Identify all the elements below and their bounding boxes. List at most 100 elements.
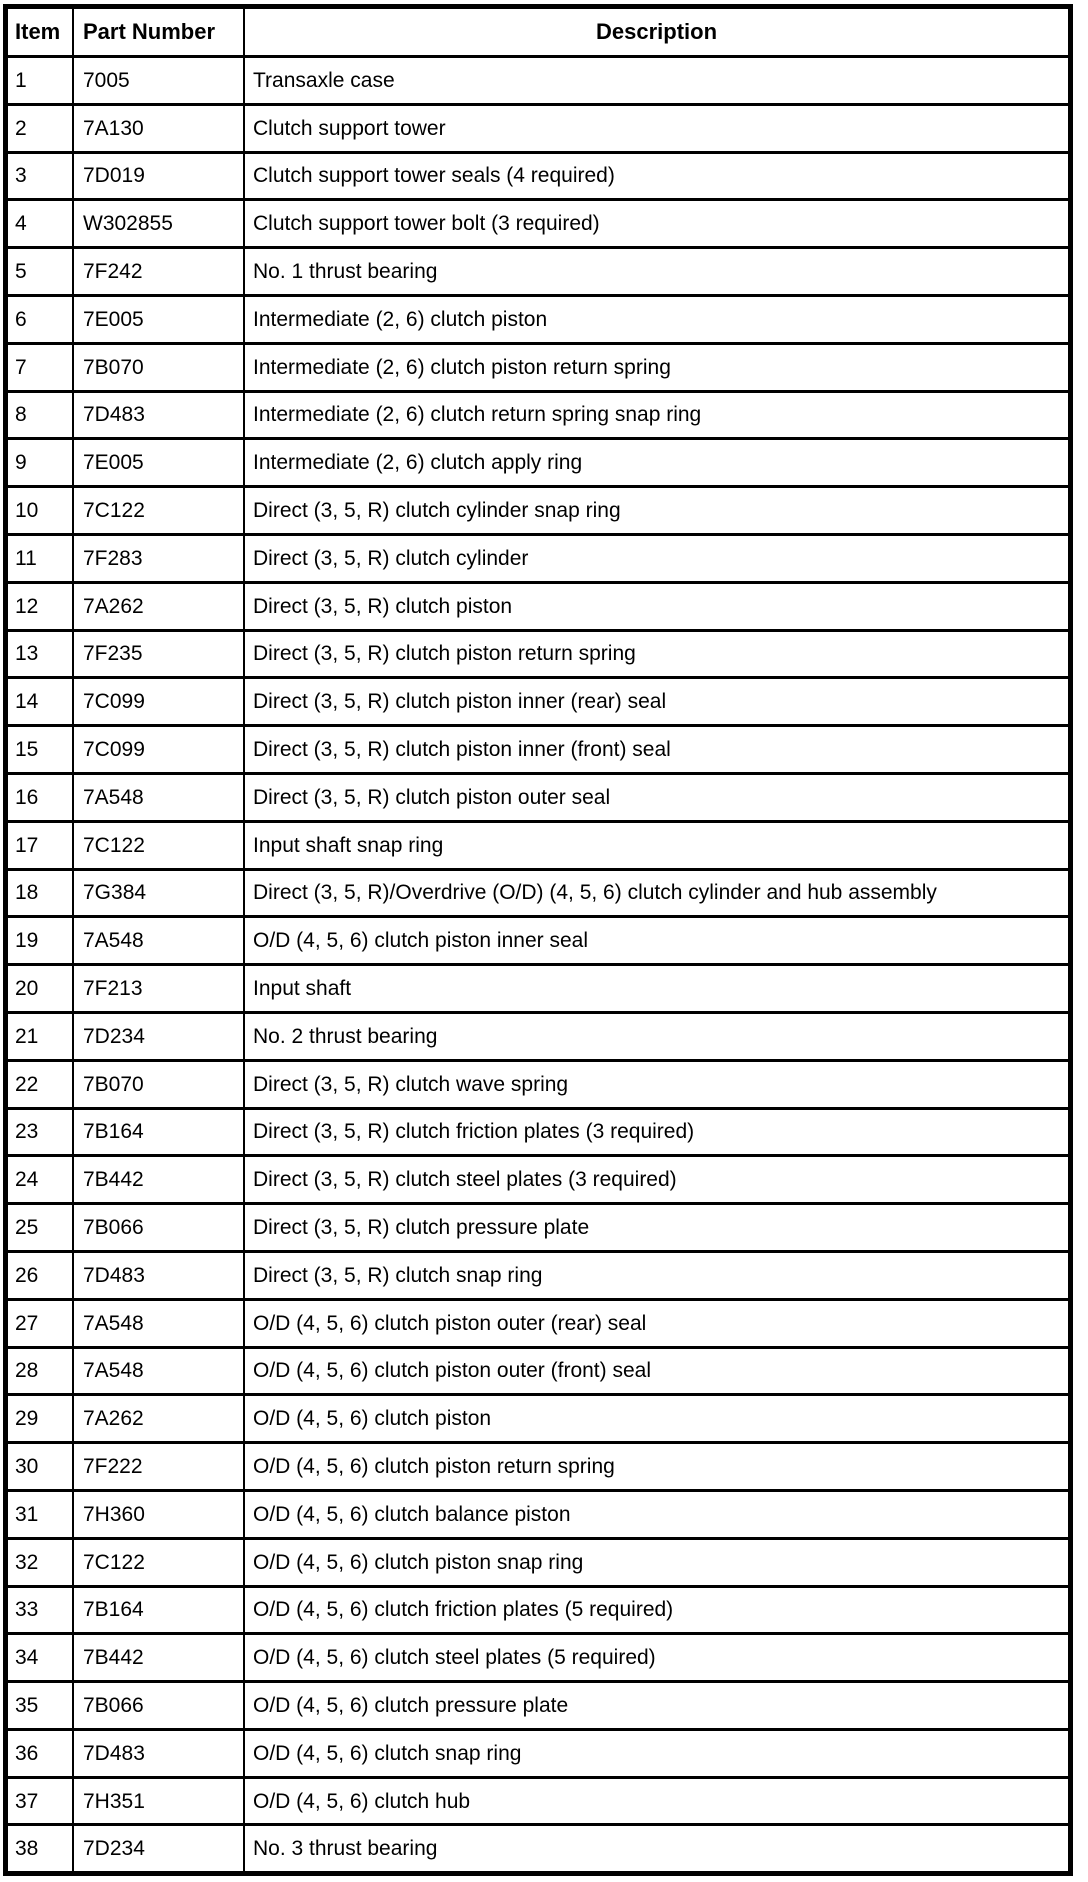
- part-number-cell: 7H351: [74, 1778, 245, 1824]
- table-row: 26 7D483 Direct (3, 5, R) clutch snap ri…: [8, 1252, 1068, 1301]
- description-cell: Direct (3, 5, R) clutch piston return sp…: [245, 631, 1068, 677]
- item-cell: 6: [8, 296, 74, 342]
- item-cell: 14: [8, 679, 74, 725]
- part-number-cell: 7B070: [74, 344, 245, 390]
- item-cell: 37: [8, 1778, 74, 1824]
- description-cell: O/D (4, 5, 6) clutch piston: [245, 1396, 1068, 1442]
- item-cell: 16: [8, 774, 74, 820]
- item-cell: 18: [8, 870, 74, 916]
- item-cell: 22: [8, 1061, 74, 1107]
- part-number-cell: 7F213: [74, 966, 245, 1011]
- description-cell: Transaxle case: [245, 58, 1068, 103]
- table-row: 36 7D483 O/D (4, 5, 6) clutch snap ring: [8, 1730, 1068, 1779]
- table-row: 35 7B066 O/D (4, 5, 6) clutch pressure p…: [8, 1683, 1068, 1731]
- item-cell: 9: [8, 440, 74, 486]
- part-number-cell: 7C122: [74, 1539, 245, 1585]
- description-cell: O/D (4, 5, 6) clutch piston inner seal: [245, 918, 1068, 964]
- item-cell: 17: [8, 822, 74, 868]
- item-cell: 24: [8, 1157, 74, 1203]
- part-number-cell: 7B442: [74, 1635, 245, 1681]
- table-row: 12 7A262 Direct (3, 5, R) clutch piston: [8, 583, 1068, 632]
- item-cell: 13: [8, 631, 74, 677]
- table-row: 25 7B066 Direct (3, 5, R) clutch pressur…: [8, 1205, 1068, 1253]
- description-cell: Clutch support tower: [245, 105, 1068, 151]
- description-cell: O/D (4, 5, 6) clutch piston outer (rear)…: [245, 1300, 1068, 1346]
- description-cell: Intermediate (2, 6) clutch piston return…: [245, 344, 1068, 390]
- part-number-cell: W302855: [74, 201, 245, 247]
- item-cell: 27: [8, 1300, 74, 1346]
- item-cell: 15: [8, 727, 74, 772]
- description-cell: Direct (3, 5, R) clutch piston inner (fr…: [245, 727, 1068, 772]
- item-cell: 30: [8, 1444, 74, 1489]
- part-number-cell: 7005: [74, 58, 245, 103]
- header-cell-part-number: Part Number: [74, 9, 245, 55]
- part-number-cell: 7D483: [74, 1252, 245, 1298]
- description-cell: Direct (3, 5, R) clutch piston outer sea…: [245, 774, 1068, 820]
- table-row: 8 7D483 Intermediate (2, 6) clutch retur…: [8, 392, 1068, 441]
- item-cell: 38: [8, 1826, 74, 1872]
- part-number-cell: 7C122: [74, 488, 245, 533]
- part-number-cell: 7A548: [74, 918, 245, 964]
- part-number-cell: 7F235: [74, 631, 245, 677]
- item-cell: 23: [8, 1109, 74, 1155]
- table-row: 1 7005 Transaxle case: [8, 58, 1068, 106]
- table-row: 21 7D234 No. 2 thrust bearing: [8, 1013, 1068, 1062]
- item-cell: 20: [8, 966, 74, 1011]
- item-cell: 5: [8, 249, 74, 294]
- description-cell: Direct (3, 5, R)/Overdrive (O/D) (4, 5, …: [245, 870, 1068, 916]
- part-number-cell: 7B066: [74, 1205, 245, 1250]
- description-cell: O/D (4, 5, 6) clutch friction plates (5 …: [245, 1587, 1068, 1633]
- table-row: 17 7C122 Input shaft snap ring: [8, 822, 1068, 871]
- description-cell: Intermediate (2, 6) clutch apply ring: [245, 440, 1068, 486]
- part-number-cell: 7G384: [74, 870, 245, 916]
- table-row: 20 7F213 Input shaft: [8, 966, 1068, 1014]
- part-number-cell: 7F283: [74, 535, 245, 581]
- description-cell: Direct (3, 5, R) clutch snap ring: [245, 1252, 1068, 1298]
- part-number-cell: 7B164: [74, 1587, 245, 1633]
- description-cell: No. 2 thrust bearing: [245, 1013, 1068, 1059]
- table-row: 14 7C099 Direct (3, 5, R) clutch piston …: [8, 679, 1068, 728]
- description-cell: O/D (4, 5, 6) clutch pressure plate: [245, 1683, 1068, 1728]
- table-row: 23 7B164 Direct (3, 5, R) clutch frictio…: [8, 1109, 1068, 1158]
- description-cell: Direct (3, 5, R) clutch steel plates (3 …: [245, 1157, 1068, 1203]
- item-cell: 1: [8, 58, 74, 103]
- table-row: 7 7B070 Intermediate (2, 6) clutch pisto…: [8, 344, 1068, 393]
- description-cell: O/D (4, 5, 6) clutch snap ring: [245, 1730, 1068, 1776]
- description-cell: Intermediate (2, 6) clutch piston: [245, 296, 1068, 342]
- item-cell: 10: [8, 488, 74, 533]
- description-cell: O/D (4, 5, 6) clutch piston outer (front…: [245, 1348, 1068, 1394]
- item-cell: 34: [8, 1635, 74, 1681]
- item-cell: 21: [8, 1013, 74, 1059]
- table-row: 4 W302855 Clutch support tower bolt (3 r…: [8, 201, 1068, 250]
- item-cell: 2: [8, 105, 74, 151]
- description-cell: O/D (4, 5, 6) clutch balance piston: [245, 1491, 1068, 1537]
- item-cell: 31: [8, 1491, 74, 1537]
- table-row: 22 7B070 Direct (3, 5, R) clutch wave sp…: [8, 1061, 1068, 1110]
- description-cell: Direct (3, 5, R) clutch piston inner (re…: [245, 679, 1068, 725]
- description-cell: Direct (3, 5, R) clutch wave spring: [245, 1061, 1068, 1107]
- table-row: 19 7A548 O/D (4, 5, 6) clutch piston inn…: [8, 918, 1068, 967]
- item-cell: 3: [8, 153, 74, 199]
- table-row: 18 7G384 Direct (3, 5, R)/Overdrive (O/D…: [8, 870, 1068, 919]
- description-cell: No. 3 thrust bearing: [245, 1826, 1068, 1872]
- description-cell: O/D (4, 5, 6) clutch hub: [245, 1778, 1068, 1824]
- part-number-cell: 7F222: [74, 1444, 245, 1489]
- item-cell: 7: [8, 344, 74, 390]
- part-number-cell: 7A548: [74, 1348, 245, 1394]
- part-number-cell: 7C099: [74, 679, 245, 725]
- item-cell: 19: [8, 918, 74, 964]
- table-row: 32 7C122 O/D (4, 5, 6) clutch piston sna…: [8, 1539, 1068, 1588]
- table-row: 31 7H360 O/D (4, 5, 6) clutch balance pi…: [8, 1491, 1068, 1540]
- part-number-cell: 7D234: [74, 1826, 245, 1872]
- table-row: 6 7E005 Intermediate (2, 6) clutch pisto…: [8, 296, 1068, 345]
- table-row: 24 7B442 Direct (3, 5, R) clutch steel p…: [8, 1157, 1068, 1206]
- description-cell: Direct (3, 5, R) clutch cylinder: [245, 535, 1068, 581]
- part-number-cell: 7D483: [74, 1730, 245, 1776]
- description-cell: Direct (3, 5, R) clutch cylinder snap ri…: [245, 488, 1068, 533]
- table-row: 28 7A548 O/D (4, 5, 6) clutch piston out…: [8, 1348, 1068, 1397]
- description-cell: Direct (3, 5, R) clutch pressure plate: [245, 1205, 1068, 1250]
- parts-table: Item Part Number Description 1 7005 Tran…: [3, 4, 1073, 1877]
- item-cell: 29: [8, 1396, 74, 1442]
- part-number-cell: 7F242: [74, 249, 245, 294]
- item-cell: 8: [8, 392, 74, 438]
